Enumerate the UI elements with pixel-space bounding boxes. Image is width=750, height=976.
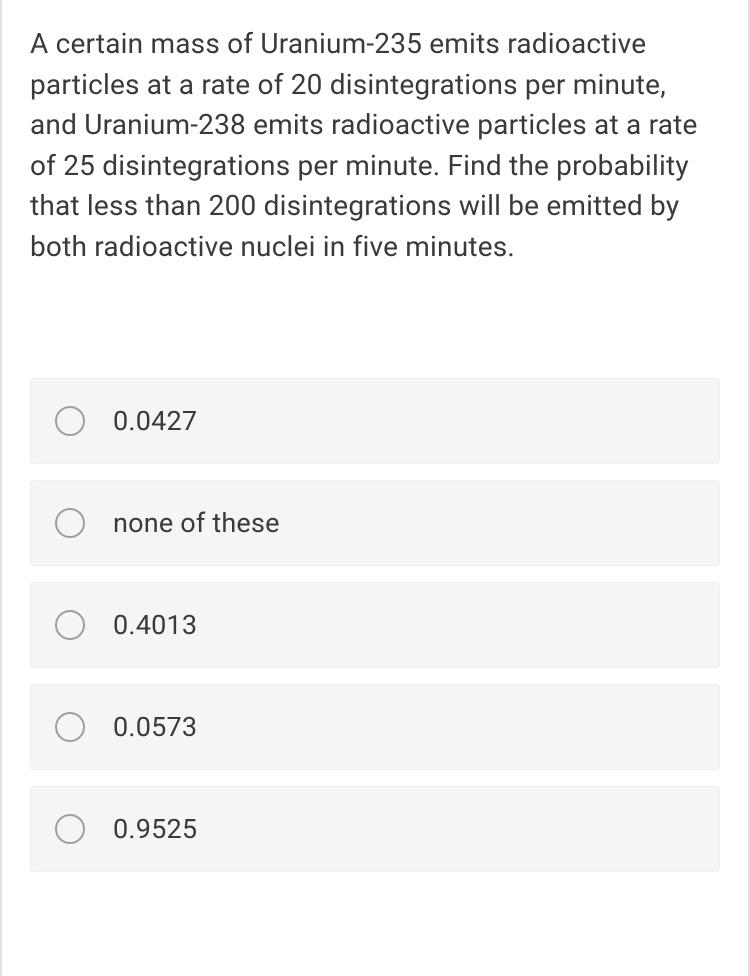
radio-icon [55, 406, 85, 436]
question-text: A certain mass of Uranium-235 emits radi… [30, 24, 720, 268]
option-2[interactable]: 0.4013 [30, 582, 720, 668]
option-1[interactable]: none of these [30, 480, 720, 566]
option-label: 0.4013 [113, 609, 197, 641]
radio-icon [55, 814, 85, 844]
radio-icon [55, 508, 85, 538]
quiz-container: A certain mass of Uranium-235 emits radi… [0, 0, 750, 976]
options-list: 0.0427 none of these 0.4013 0.0573 0.952… [30, 378, 720, 872]
option-0[interactable]: 0.0427 [30, 378, 720, 464]
option-3[interactable]: 0.0573 [30, 684, 720, 770]
radio-icon [55, 712, 85, 742]
radio-icon [55, 610, 85, 640]
option-label: none of these [113, 507, 280, 539]
option-label: 0.0427 [113, 405, 197, 437]
option-label: 0.9525 [113, 813, 197, 845]
option-4[interactable]: 0.9525 [30, 786, 720, 872]
option-label: 0.0573 [113, 711, 197, 743]
